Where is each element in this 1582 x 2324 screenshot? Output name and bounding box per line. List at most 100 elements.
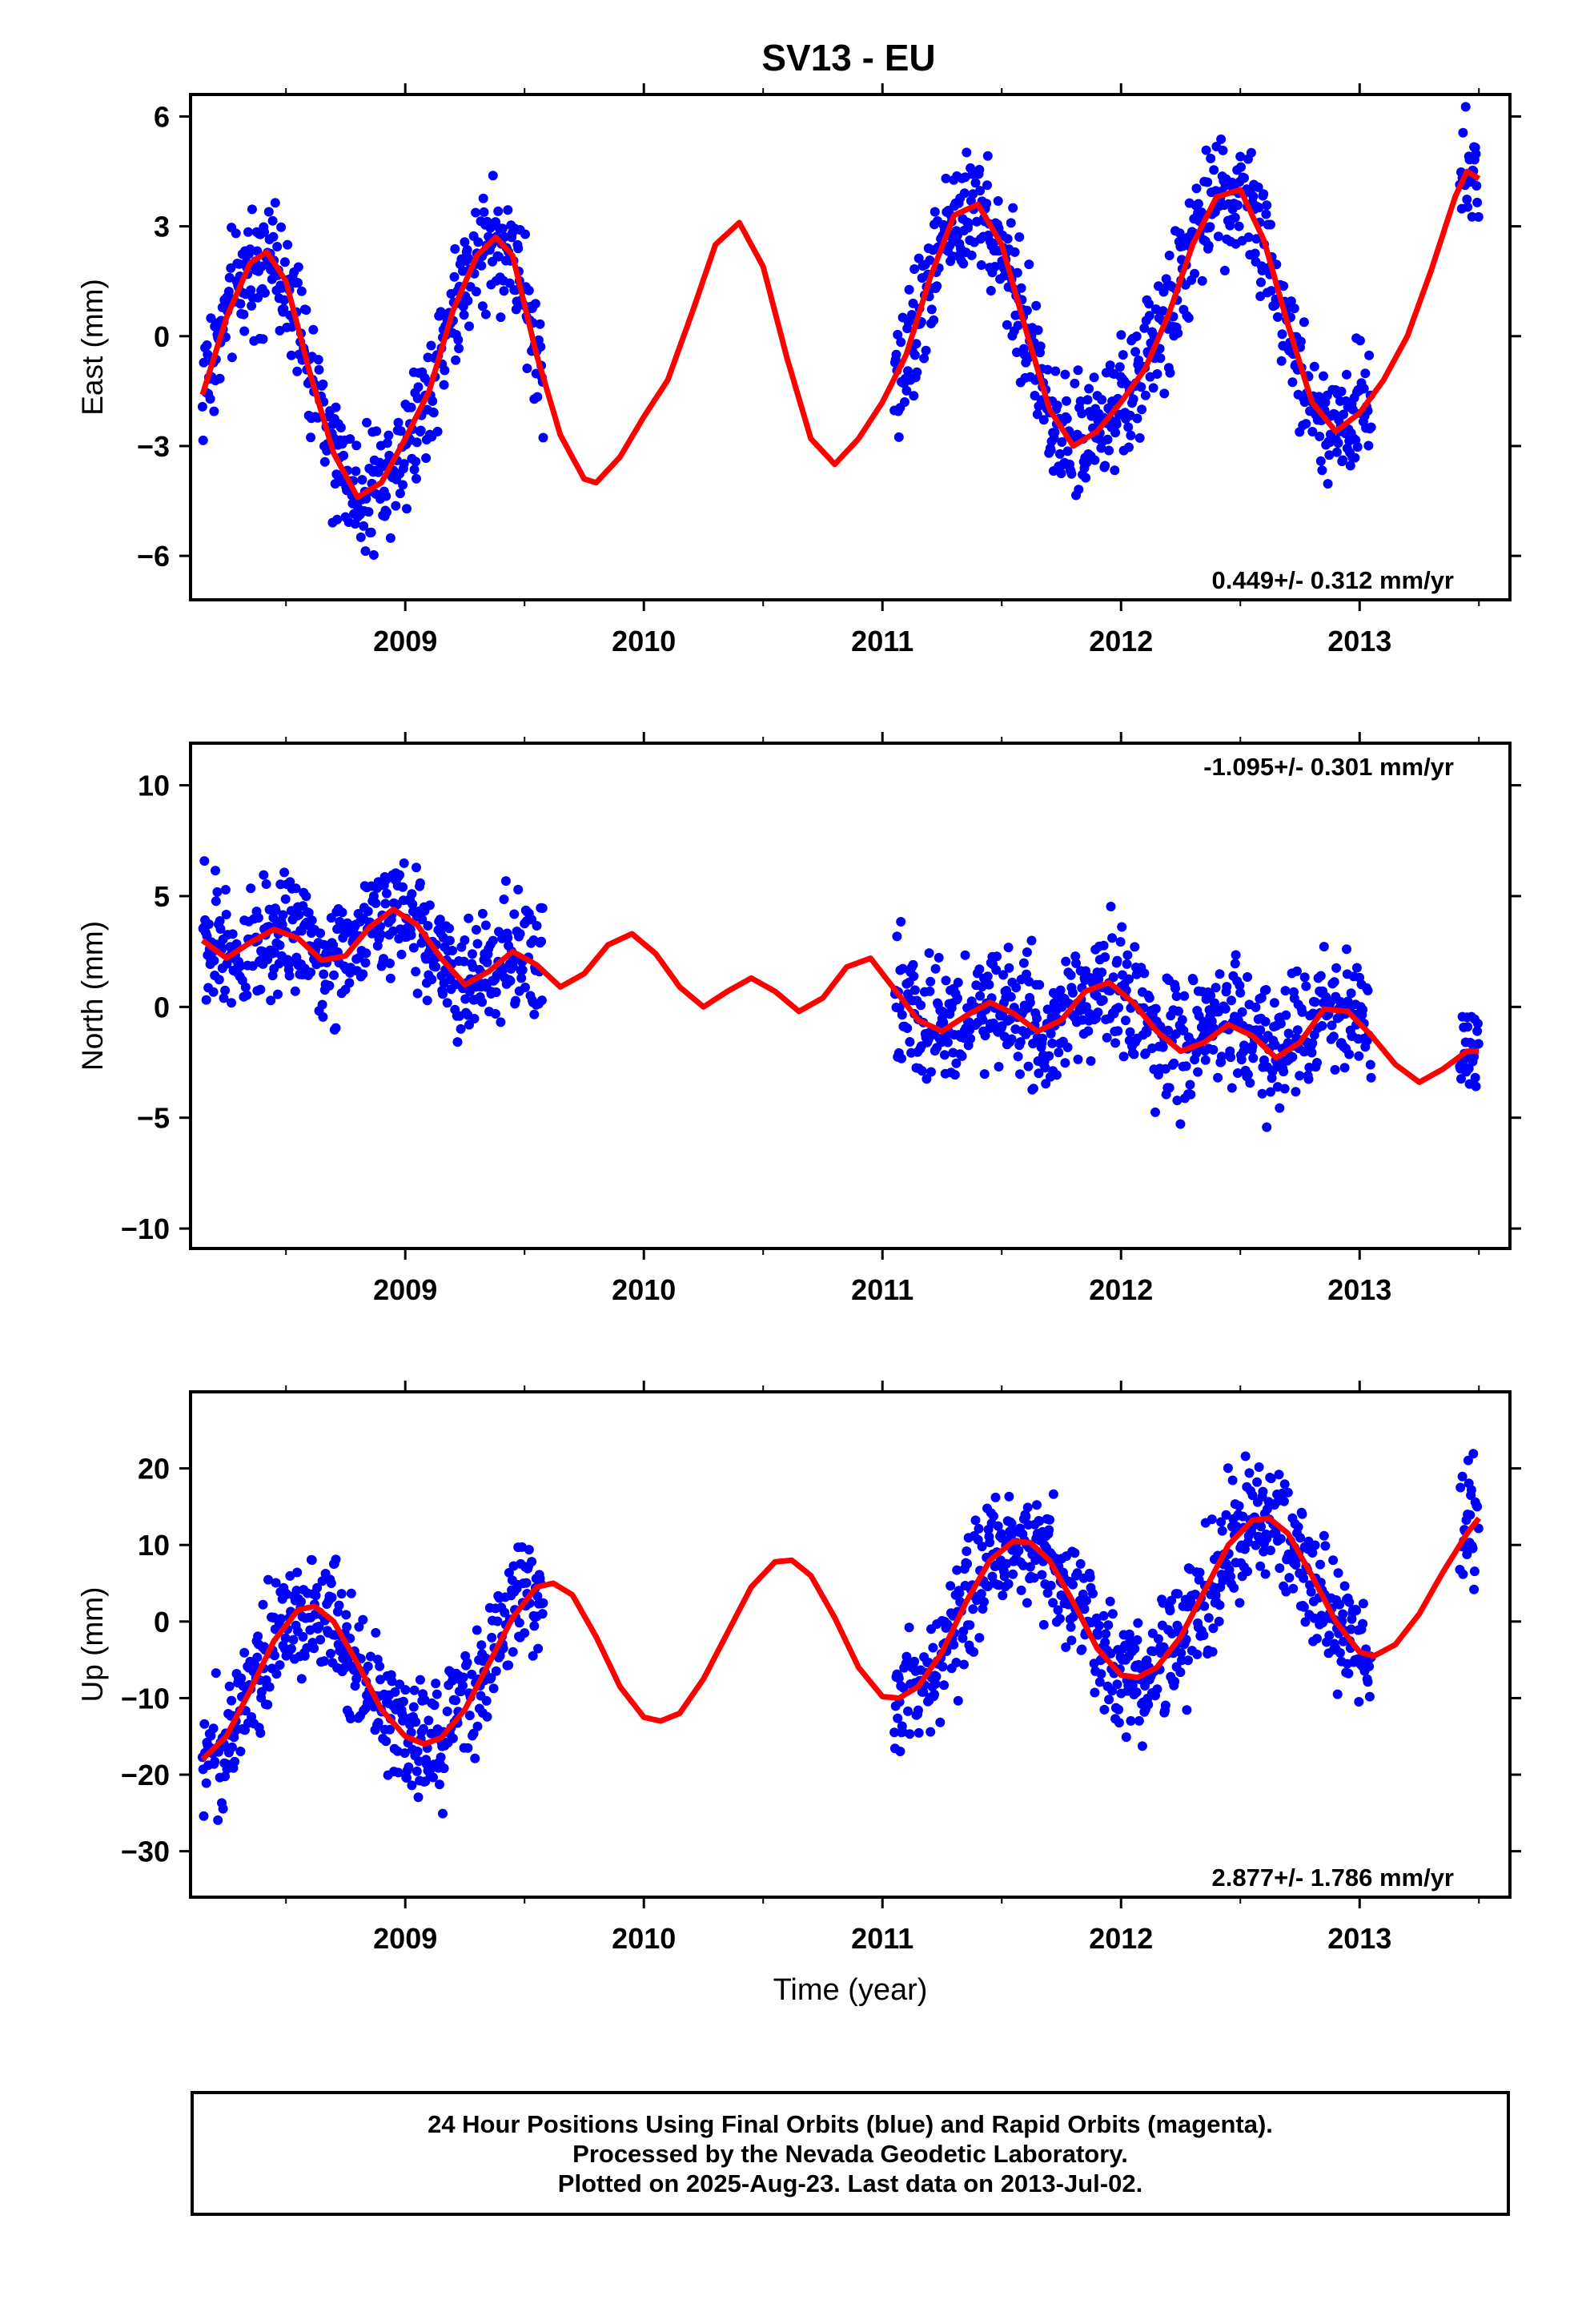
data-point [363, 507, 374, 517]
data-point [1118, 1051, 1129, 1062]
data-point [1061, 1642, 1071, 1652]
data-point [1315, 971, 1326, 981]
data-point [975, 186, 986, 196]
data-point [1008, 203, 1018, 213]
data-point [1324, 450, 1335, 460]
data-point [261, 879, 271, 889]
data-point [1016, 283, 1026, 293]
data-point [1319, 1530, 1329, 1541]
north-model-curve [200, 907, 1480, 1085]
data-point [1287, 1051, 1298, 1062]
data-point [1121, 1732, 1131, 1743]
data-point [453, 335, 464, 345]
data-point [979, 1069, 990, 1080]
data-point [957, 1051, 967, 1061]
data-point [1123, 422, 1134, 432]
data-point [283, 239, 293, 250]
data-point [235, 1747, 246, 1756]
data-point [951, 1658, 962, 1667]
data-point [1052, 400, 1062, 411]
data-point [371, 1627, 381, 1638]
data-point [336, 1589, 347, 1599]
data-point [1199, 1630, 1209, 1640]
data-point [1213, 1072, 1223, 1083]
data-point [1042, 1588, 1053, 1598]
data-point [499, 286, 509, 296]
data-point [986, 286, 996, 296]
data-point [1073, 365, 1083, 376]
data-point [1235, 980, 1245, 991]
data-point [1462, 1550, 1472, 1559]
data-point [263, 1574, 273, 1585]
up-model-curve [200, 1515, 1482, 1762]
data-point [962, 1558, 973, 1569]
x-tick-label: 2010 [612, 1922, 676, 1955]
data-point [215, 916, 225, 926]
data-point [1182, 1705, 1192, 1715]
data-point [1022, 947, 1032, 957]
data-point [946, 1581, 956, 1591]
data-point [968, 1604, 978, 1614]
data-point [1033, 325, 1043, 336]
data-point [1118, 350, 1128, 360]
data-point [279, 867, 290, 878]
data-point [1137, 1741, 1147, 1751]
data-point [1226, 1571, 1236, 1582]
data-point [891, 349, 901, 360]
data-point [904, 1622, 914, 1633]
data-point [1137, 404, 1147, 415]
data-point [1315, 456, 1326, 466]
data-point [1315, 432, 1325, 441]
data-point [1056, 468, 1066, 479]
data-point [903, 1706, 913, 1716]
data-point [335, 423, 346, 432]
data-point [1270, 1039, 1280, 1050]
data-point [1216, 1051, 1227, 1062]
data-point [1075, 1558, 1086, 1569]
data-point [464, 321, 474, 332]
data-point [1008, 1569, 1018, 1579]
data-point [428, 396, 438, 406]
data-point [929, 315, 939, 325]
data-point [1172, 1096, 1182, 1106]
data-point [346, 1588, 356, 1598]
data-point [448, 1733, 458, 1743]
data-point [424, 1715, 434, 1726]
data-point [1457, 1471, 1468, 1482]
data-point [411, 967, 421, 977]
data-point [263, 207, 274, 217]
data-point [1032, 1500, 1042, 1510]
data-point [1178, 1026, 1189, 1035]
data-point [371, 426, 382, 436]
data-point [1310, 1540, 1320, 1550]
data-point [532, 1591, 543, 1602]
data-point [210, 1756, 220, 1767]
data-point [1107, 933, 1118, 943]
data-point [1046, 1028, 1056, 1039]
data-point [1243, 972, 1253, 982]
data-point [909, 391, 919, 401]
data-point [1002, 320, 1012, 330]
data-point [1468, 1449, 1479, 1459]
data-point [1050, 427, 1060, 437]
data-point [212, 887, 223, 897]
y-tick-label: −10 [121, 1682, 170, 1715]
data-point [1243, 232, 1254, 243]
data-point [268, 231, 279, 242]
data-point [1216, 134, 1227, 144]
data-point [451, 1695, 461, 1706]
data-point [203, 919, 214, 929]
data-point [1350, 452, 1360, 463]
data-point [903, 317, 913, 328]
data-point [1163, 1025, 1174, 1035]
y-tick-label: −30 [121, 1835, 170, 1868]
data-point [496, 312, 506, 323]
data-point [227, 1695, 237, 1706]
data-point [1062, 413, 1072, 424]
data-point [889, 1727, 900, 1738]
data-point [1090, 455, 1100, 465]
data-point [998, 970, 1009, 980]
data-point [1330, 1064, 1340, 1075]
data-point [488, 1683, 499, 1694]
data-point [1238, 1511, 1248, 1522]
